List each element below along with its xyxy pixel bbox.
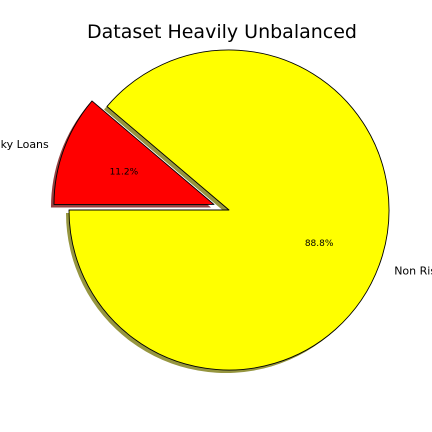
slice-non-risky-loans [68, 49, 390, 371]
slice-risky-loans [53, 100, 215, 205]
slice-label-risky-loans: Risky Loans [0, 138, 49, 151]
slice-label-non-risky-loans: Non Risky Loans [394, 265, 432, 278]
slice-pct-non-risky-loans: 88.8% [305, 239, 334, 249]
slice-pct-risky-loans: 11.2% [110, 167, 139, 177]
pie-labels: Non Risky Loans 88.8% Risky Loans 11.2% [0, 138, 432, 278]
chart-title: Dataset Heavily Unbalanced [87, 21, 357, 43]
pie-slices [50, 49, 390, 373]
